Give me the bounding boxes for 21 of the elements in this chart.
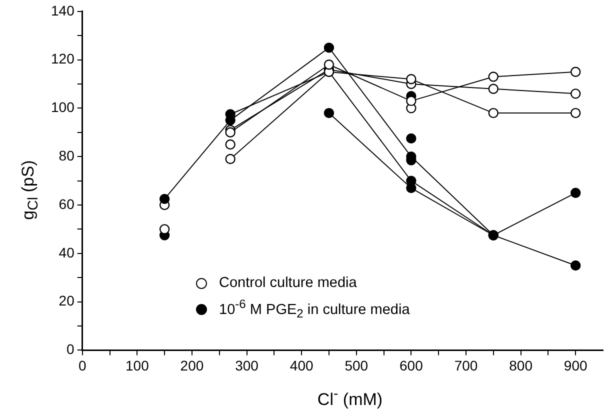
- y-tick-label: 120: [51, 50, 75, 67]
- x-tick-label: 100: [125, 357, 150, 374]
- x-tick-label: 0: [78, 357, 86, 374]
- x-tick-label: 300: [235, 357, 259, 374]
- x-tick-label: 500: [344, 357, 368, 374]
- x-tick-label: 800: [509, 357, 533, 374]
- x-tick-label: 400: [290, 357, 314, 374]
- y-tick-label: 40: [58, 244, 75, 260]
- x-tick-label: 900: [564, 357, 588, 374]
- y-tick-label: 140: [51, 2, 75, 18]
- y-tick-label: 100: [51, 99, 75, 116]
- x-tick-label: 200: [180, 357, 204, 374]
- x-axis-title: Cl$^{-}$ (mM): [317, 386, 383, 410]
- y-tick-label: 20: [58, 292, 75, 309]
- y-tick-label: 0: [66, 341, 75, 358]
- legend-label: Control culture media: [219, 275, 357, 291]
- y-tick-label: 80: [58, 147, 75, 164]
- y-tick-label: 60: [58, 196, 75, 212]
- x-tick-label: 700: [454, 357, 478, 374]
- legend-label: 10$^{-6}$ M PGE$_{2}$ in culture media: [219, 297, 410, 321]
- x-tick-label: 600: [400, 357, 424, 374]
